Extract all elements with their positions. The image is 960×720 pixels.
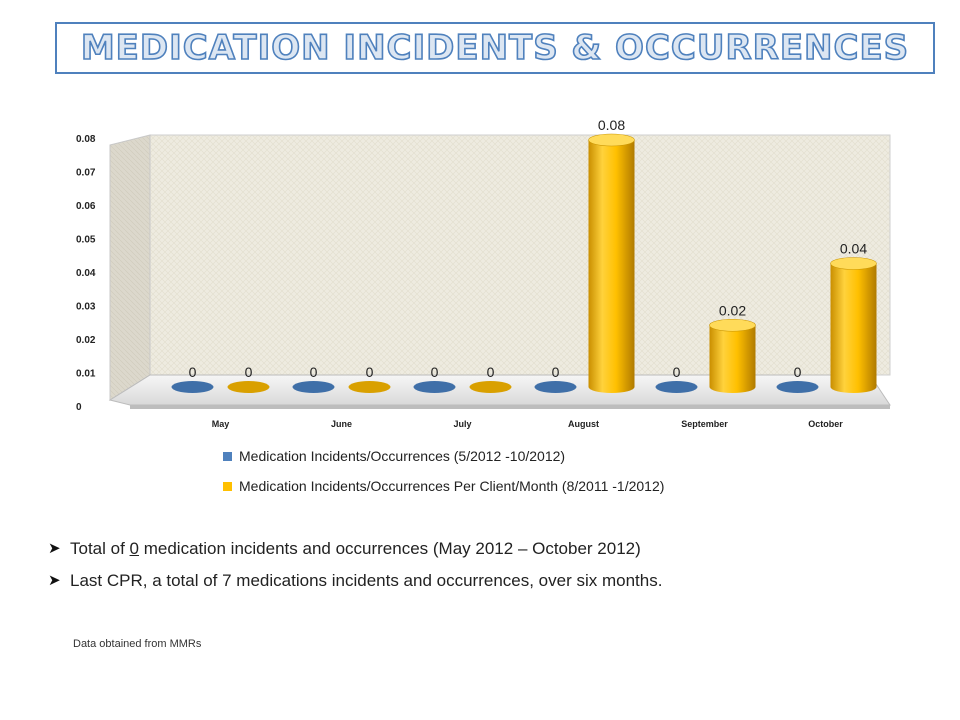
legend-entry: Medication Incidents/Occurrences Per Cli… <box>239 478 664 494</box>
data-label: 0 <box>189 364 197 380</box>
data-label: 0 <box>310 364 318 380</box>
y-tick-label: 0 <box>76 402 82 413</box>
data-label: 0 <box>366 364 374 380</box>
category-label-october: October <box>808 419 843 429</box>
y-tick-label: 0.08 <box>76 134 96 145</box>
data-label: 0 <box>487 364 495 380</box>
bullet-last-cpr-text: Last CPR, a total of 7 medications incid… <box>70 571 663 590</box>
bullet-last-cpr: ➤ Last CPR, a total of 7 medications inc… <box>48 570 928 592</box>
category-label-august: August <box>568 419 599 429</box>
arrow-bullet-icon: ➤ <box>48 540 61 557</box>
bar-chart: 0 0.01 0.02 0.03 0.04 0.05 0.06 0.07 0.08 0 0 0 0 0 0… <box>76 117 891 494</box>
category-label-july: July <box>453 419 471 429</box>
data-label: 0 <box>794 364 802 380</box>
bullet-total-count: 0 <box>129 539 140 558</box>
bullet-total: ➤ Total of 0 medication incidents and oc… <box>48 538 928 560</box>
bar-per-client-may <box>227 381 270 393</box>
data-source-note: Data obtained from MMRs <box>73 638 202 650</box>
category-label-june: June <box>331 419 352 429</box>
y-tick-label: 0.02 <box>76 335 96 346</box>
data-label: 0.04 <box>840 241 867 257</box>
y-tick-label: 0.03 <box>76 302 96 313</box>
page-title: MEDICATION INCIDENTS & OCCURRENCES <box>80 27 910 69</box>
legend-swatch <box>223 482 232 491</box>
data-label: 0 <box>431 364 439 380</box>
chart-floor-edge <box>130 405 890 409</box>
bar-incidents-june <box>292 381 335 393</box>
bar-per-client-october <box>830 257 877 393</box>
y-tick-label: 0.04 <box>76 268 96 279</box>
data-label: 0 <box>245 364 253 380</box>
category-label-may: May <box>212 419 230 429</box>
chart-side-wall <box>109 134 151 401</box>
bullet-total-prefix: Total of <box>70 539 130 558</box>
data-label: 0.02 <box>719 302 746 318</box>
y-tick-label: 0.01 <box>76 369 96 380</box>
bar-incidents-may <box>171 381 214 393</box>
bar-incidents-october <box>776 381 819 393</box>
bullet-total-suffix: medication incidents and occurrences (Ma… <box>139 539 641 558</box>
title-box: MEDICATION INCIDENTS & OCCURRENCES <box>55 22 935 74</box>
bar-incidents-august <box>534 381 577 393</box>
bar-incidents-september <box>655 381 698 393</box>
chart-back-wall <box>149 134 891 376</box>
bar-incidents-july <box>413 381 456 393</box>
y-tick-label: 0.06 <box>76 201 96 212</box>
legend-swatch <box>223 452 232 461</box>
bar-per-client-july <box>469 381 512 393</box>
arrow-bullet-icon: ➤ <box>48 572 61 589</box>
y-tick-label: 0.05 <box>76 235 96 246</box>
bar-per-client-august <box>588 133 635 393</box>
bar-per-client-september <box>709 318 756 393</box>
data-label: 0 <box>552 364 560 380</box>
data-label: 0 <box>673 364 681 380</box>
y-tick-label: 0.07 <box>76 168 96 179</box>
legend-entry: Medication Incidents/Occurrences (5/2012… <box>239 448 565 464</box>
data-label: 0.08 <box>598 117 625 133</box>
bar-per-client-june <box>348 381 391 393</box>
summary-bullets: ➤ Total of 0 medication incidents and oc… <box>48 538 928 602</box>
category-label-september: September <box>681 419 728 429</box>
